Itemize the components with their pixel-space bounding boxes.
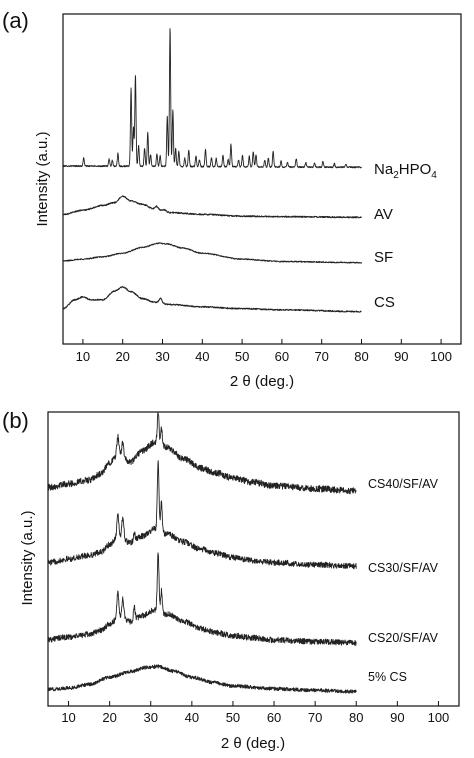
panel-b-series-label-cs30: CS30/SF/AV [368, 561, 439, 575]
x-tick-label: 60 [267, 710, 281, 725]
panel-a-series-label-av: AV [374, 206, 393, 223]
panel-b-label: (b) [2, 408, 29, 433]
panel-a-y-axis-title: Intensity (a.u.) [34, 131, 51, 226]
x-tick-label: 30 [144, 710, 158, 725]
x-tick-label: 80 [349, 710, 363, 725]
x-tick-label: 80 [354, 349, 368, 364]
x-tick-label: 20 [115, 349, 129, 364]
x-tick-label: 90 [390, 710, 404, 725]
panel-a-x-ticks [82, 339, 442, 344]
x-tick-label: 70 [314, 349, 328, 364]
panel-b-x-tick-labels: 10 20 30 40 50 60 70 80 90 100 [61, 710, 449, 725]
x-tick-label: 100 [430, 349, 452, 364]
panel-b-y-axis-title: Intensity (a.u.) [19, 510, 36, 605]
x-tick-label: 10 [76, 349, 90, 364]
panel-a-x-axis-title: 2 θ (deg.) [230, 373, 294, 390]
panel-a-x-tick-labels: 10 20 30 40 50 60 70 80 90 100 [76, 349, 452, 364]
series-line-cs [62, 285, 362, 313]
x-tick-label: 10 [61, 710, 75, 725]
x-tick-label: 50 [235, 349, 249, 364]
x-tick-label: 40 [185, 710, 199, 725]
na2hpo4-label-sub: 2 [393, 170, 399, 181]
x-tick-label: 90 [394, 349, 408, 364]
series-line-cs30-sf-av [47, 460, 357, 570]
panel-b-series-label-cs40: CS40/SF/AV [368, 477, 439, 491]
x-tick-label: 30 [155, 349, 169, 364]
panel-b-x-ticks [68, 701, 439, 706]
panel-b-series-label-cs20: CS20/SF/AV [368, 631, 439, 645]
series-line-5-cs [47, 664, 357, 694]
panel-a: (a) 10 20 30 40 50 60 70 80 90 100 2 θ (deg.) Int… [2, 8, 462, 390]
series-line-av [62, 195, 362, 219]
panel-b-traces [47, 412, 357, 694]
panel-a-frame [62, 13, 462, 345]
series-line-sf [62, 242, 362, 264]
series-line-cs20-sf-av [47, 552, 357, 647]
series-line-cs40-sf-av [47, 412, 357, 495]
na2hpo4-label-part: HPO [399, 161, 432, 178]
na2hpo4-label-sub: 4 [431, 170, 437, 181]
x-tick-label: 50 [226, 710, 240, 725]
panel-b: (b) 10 20 30 40 50 60 70 80 90 100 2 θ (deg.) Int… [2, 408, 460, 752]
na2hpo4-label-part: Na [374, 161, 394, 178]
x-tick-label: 60 [275, 349, 289, 364]
x-tick-label: 100 [428, 710, 450, 725]
panel-a-label: (a) [2, 8, 29, 33]
panel-a-series-label-sf: SF [374, 249, 393, 266]
panel-a-traces [62, 28, 362, 313]
panel-b-series-label-5cs: 5% CS [368, 670, 407, 684]
x-tick-label: 40 [195, 349, 209, 364]
x-tick-label: 20 [102, 710, 116, 725]
panel-b-frame [47, 411, 460, 707]
panel-b-x-axis-title: 2 θ (deg.) [221, 735, 285, 752]
x-tick-label: 70 [308, 710, 322, 725]
series-line-na2hpo4 [62, 28, 362, 169]
panel-a-series-label-cs: CS [374, 294, 395, 311]
panel-a-series-label-na2hpo4: Na2HPO4 [374, 161, 437, 181]
